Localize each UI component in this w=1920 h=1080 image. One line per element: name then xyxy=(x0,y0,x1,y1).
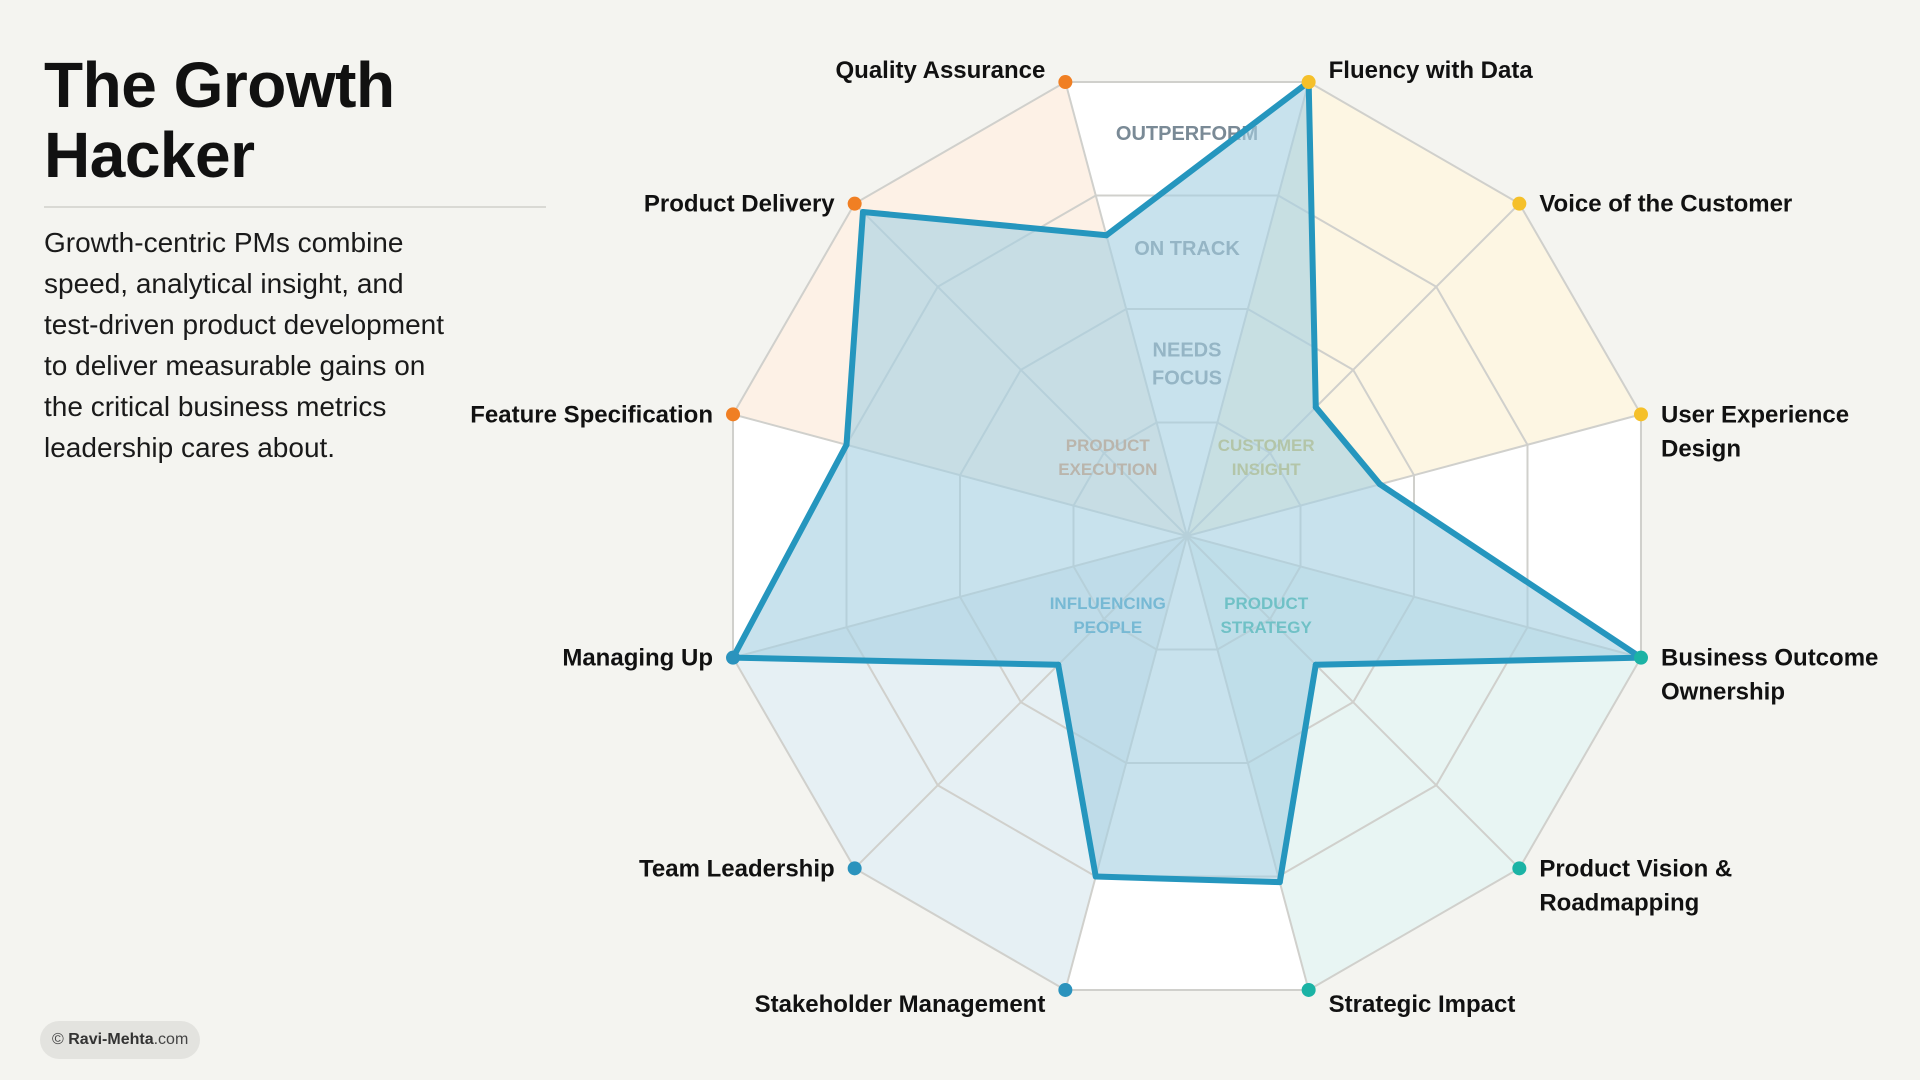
axis-dot-business-outcome-ownership xyxy=(1633,650,1648,665)
data-point-user-experience-design xyxy=(1376,481,1383,488)
axis-label-user-experience-design: User Experience Design xyxy=(1661,401,1849,462)
data-point-team-leadership xyxy=(1055,661,1062,668)
title-divider xyxy=(44,206,546,208)
axis-label-product-vision-roadmapping: Product Vision & Roadmapping xyxy=(1539,855,1732,916)
data-point-feature-specification xyxy=(843,441,850,448)
axis-label-line: Ownership xyxy=(1661,679,1785,706)
axis-dot-fluency-with-data xyxy=(1301,75,1316,90)
axis-dot-product-vision-roadmapping xyxy=(1512,861,1527,876)
axis-dot-product-delivery xyxy=(847,196,862,211)
credit-brand: Ravi-Mehta xyxy=(68,1031,154,1048)
axis-dot-quality-assurance xyxy=(1058,75,1073,90)
axis-label-line: Feature Specification xyxy=(470,401,713,428)
data-point-product-vision-roadmapping xyxy=(1312,661,1319,668)
axis-label-line: Product Vision & xyxy=(1539,855,1732,882)
page-title: The Growth Hacker xyxy=(44,49,395,191)
axis-labels: Fluency with Data Voice of the Customer Us… xyxy=(470,57,1878,1018)
axis-label-strategic-impact: Strategic Impact xyxy=(1329,991,1516,1018)
axis-label-fluency-with-data: Fluency with Data xyxy=(1329,57,1534,84)
axis-label-line: Strategic Impact xyxy=(1329,991,1516,1018)
axis-label-line: Fluency with Data xyxy=(1329,57,1534,84)
ring-label-outperform: OUTPERFORM xyxy=(1116,123,1258,145)
axis-dots xyxy=(726,75,1648,997)
axis-label-line: Team Leadership xyxy=(639,855,835,882)
axis-label-managing-up: Managing Up xyxy=(562,645,713,672)
axis-label-line: Business Outcome xyxy=(1661,645,1878,672)
axis-dot-stakeholder-management xyxy=(1058,982,1073,997)
ring-label-line: OUTPERFORM xyxy=(1116,123,1258,145)
data-point-strategic-impact xyxy=(1276,879,1283,886)
axis-label-voice-of-the-customer: Voice of the Customer xyxy=(1539,191,1792,218)
axis-dot-voice-of-the-customer xyxy=(1512,196,1527,211)
axis-dot-strategic-impact xyxy=(1301,982,1316,997)
description: Growth-centric PMs combine speed, analyt… xyxy=(44,227,444,463)
data-point-product-delivery xyxy=(859,208,866,215)
data-point-stakeholder-management xyxy=(1092,873,1099,880)
axis-dot-feature-specification xyxy=(726,407,741,422)
axis-label-business-outcome-ownership: Business Outcome Ownership xyxy=(1661,645,1878,706)
axis-label-line: Voice of the Customer xyxy=(1539,191,1792,218)
axis-label-team-leadership: Team Leadership xyxy=(639,855,835,882)
data-point-voice-of-the-customer xyxy=(1312,404,1319,411)
credit-badge[interactable]: © Ravi-Mehta.com xyxy=(40,1021,201,1059)
axis-label-quality-assurance: Quality Assurance xyxy=(835,57,1045,84)
data-point-quality-assurance xyxy=(1103,232,1110,239)
axis-label-feature-specification: Feature Specification xyxy=(470,401,713,428)
axis-label-product-delivery: Product Delivery xyxy=(644,191,835,218)
axis-label-line: Stakeholder Management xyxy=(755,991,1046,1018)
credit-suffix: .com xyxy=(153,1031,189,1048)
axis-label-line: Product Delivery xyxy=(644,191,835,218)
axis-label-line: User Experience xyxy=(1661,401,1849,428)
axis-label-stakeholder-management: Stakeholder Management xyxy=(755,991,1046,1018)
axis-dot-managing-up xyxy=(726,650,741,665)
axis-dot-team-leadership xyxy=(847,861,862,876)
axis-label-line: Quality Assurance xyxy=(835,57,1045,84)
axis-label-line: Design xyxy=(1661,435,1741,462)
copyright-symbol: © xyxy=(52,1031,64,1048)
axis-dot-user-experience-design xyxy=(1633,407,1648,422)
axis-label-line: Managing Up xyxy=(562,645,713,672)
axis-label-line: Roadmapping xyxy=(1539,889,1699,916)
